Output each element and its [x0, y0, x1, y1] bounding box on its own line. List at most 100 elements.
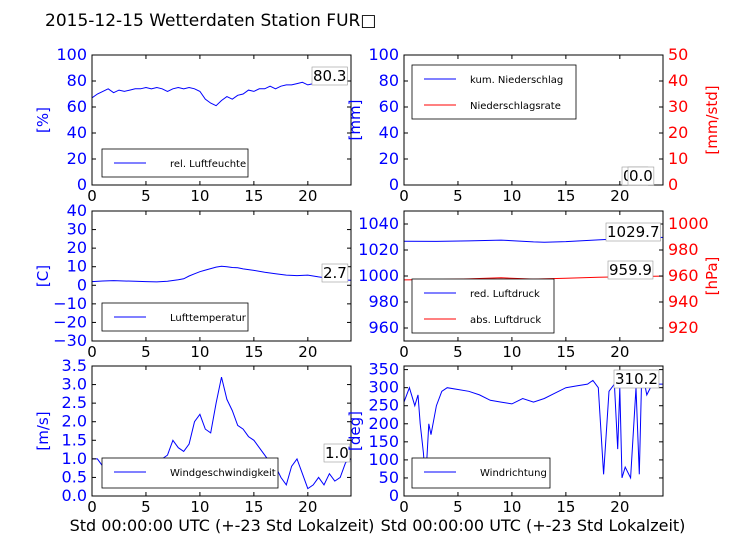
y-tick-label: 100 — [56, 45, 87, 64]
axes-frame — [91, 210, 352, 342]
value-annotation: 2.7 — [323, 264, 347, 282]
value-annotation: 0.0 — [629, 167, 653, 185]
y-tick-label: 1040 — [358, 214, 399, 233]
y-tick-label: 0 — [389, 175, 399, 194]
legend-label: Lufttemperatur — [170, 313, 247, 324]
annotation-box — [607, 260, 654, 280]
y-axis-label: [mm] — [346, 100, 364, 141]
panel-3: 0 5 10 15 20−30−20−10010203040[C]Lufttempera… — [34, 201, 352, 361]
x-tick-label: 0 — [87, 187, 97, 205]
y-tick-label: 60 — [379, 97, 399, 116]
y-tick-label: 3.5 — [62, 356, 87, 375]
x-tick-label: 10 — [502, 498, 521, 516]
panel-5: 0 5 10 15 200.00.51.01.52.02.53.03.5[m/s]Win… — [34, 356, 352, 516]
legend-label: abs. Luftdruck — [470, 315, 541, 326]
legend-box — [101, 457, 279, 489]
y-tick-label: 2.5 — [62, 393, 87, 412]
y-tick-label: 40 — [67, 123, 87, 142]
y-tick-label: 2.0 — [62, 412, 87, 431]
x-tick-label: 20 — [298, 343, 317, 361]
y-tick-label: 250 — [368, 396, 399, 415]
y-tick-label: 100 — [368, 450, 399, 469]
y-tick-label: 0 — [77, 275, 87, 294]
y-tick-label-right: 20 — [668, 123, 688, 142]
y-tick-label: −20 — [53, 312, 87, 331]
y-tick-label-right: 50 — [668, 45, 688, 64]
y-tick-label: 0 — [389, 486, 399, 505]
y-tick-label: 960 — [368, 318, 399, 337]
x-tick-label: 15 — [556, 343, 575, 361]
y-tick-label: 0.0 — [62, 486, 87, 505]
y-tick-label: 1020 — [358, 240, 399, 259]
panel-4: 0 5 10 15 20 960 980 1000 1020 1040 920 940 960 980 10… — [358, 210, 721, 361]
y-tick-label: 80 — [379, 71, 399, 90]
y-tick-label: 20 — [67, 238, 87, 257]
x-tick-label: 20 — [610, 187, 629, 205]
y-tick-label: 1.5 — [62, 430, 87, 449]
y-tick-label-right: 40 — [668, 71, 688, 90]
x-tick-label: 20 — [610, 498, 629, 516]
legend: Windgeschwindigkeit — [101, 457, 279, 489]
x-tick-label: 10 — [502, 343, 521, 361]
y-tick-label: 150 — [368, 432, 399, 451]
legend: kum. Niederschlag Niederschlagsrate — [411, 64, 577, 120]
y-axis-label: [%] — [34, 107, 52, 133]
y-tick-label-right: 920 — [668, 318, 699, 337]
y-tick-label: 3.0 — [62, 375, 87, 394]
x-tick-label: 0 — [399, 343, 409, 361]
y-axis-label-right: [hPa] — [703, 257, 721, 296]
legend: Lufttemperatur — [101, 302, 249, 332]
y-tick-label: 300 — [368, 378, 399, 397]
legend-label: Niederschlagsrate — [470, 101, 561, 112]
figure-title: 2015-12-15 Wetterdaten Station FUR□ — [45, 11, 376, 31]
y-tick-label: 50 — [379, 468, 399, 487]
axes-frame — [91, 54, 352, 186]
x-tick-label: 5 — [141, 498, 151, 516]
legend: rel. Luftfeuchte — [101, 148, 249, 178]
y-tick-label: 20 — [67, 149, 87, 168]
annotation-box — [613, 369, 660, 389]
value-annotation: 310.2 — [615, 370, 658, 388]
y-tick-label: 10 — [67, 257, 87, 276]
x-tick-label: 0 — [399, 498, 409, 516]
annotation-box — [627, 166, 655, 186]
x-tick-label: 0 — [399, 187, 409, 205]
y-tick-label: 980 — [368, 292, 399, 311]
panel-6: 0 5 10 15 20050100150200250300350[deg]Windri… — [346, 360, 664, 516]
y-tick-label-right: 0 — [668, 175, 678, 194]
x-tick-label: 0 — [87, 343, 97, 361]
y-tick-label: 80 — [67, 71, 87, 90]
y-tick-label-right: 960 — [668, 266, 699, 285]
x-tick-label: 15 — [244, 343, 263, 361]
y-axis-label: [C] — [34, 265, 52, 287]
x-tick-label: 10 — [190, 498, 209, 516]
y-tick-label: 0 — [77, 175, 87, 194]
legend-label: Windrichtung — [480, 468, 547, 479]
y-tick-label-right: 10 — [668, 149, 688, 168]
y-tick-label: 40 — [67, 201, 87, 220]
x-tick-label: 10 — [190, 343, 209, 361]
x-tick-label: 5 — [141, 187, 151, 205]
legend-box — [411, 64, 577, 120]
x-tick-label: 10 — [190, 187, 209, 205]
legend-box — [411, 457, 551, 489]
y-tick-label: 60 — [67, 97, 87, 116]
x-tick-label: 5 — [453, 498, 463, 516]
legend: Windrichtung — [411, 457, 551, 489]
y-tick-label-right: 980 — [668, 240, 699, 259]
annotation-box — [605, 222, 661, 242]
y-axis-label: [m/s] — [34, 411, 52, 450]
x-tick-label: 5 — [453, 187, 463, 205]
axes-frame — [403, 365, 664, 497]
axes-frame — [403, 54, 664, 186]
y-axis-label-right: [mm/std] — [703, 85, 721, 154]
x-tick-label: 20 — [298, 187, 317, 205]
x-tick-label: 5 — [453, 343, 463, 361]
y-tick-label: 30 — [67, 220, 87, 239]
y-tick-label-right: 940 — [668, 292, 699, 311]
y-tick-label: 200 — [368, 414, 399, 433]
x-tick-label: 5 — [141, 343, 151, 361]
y-tick-label-right: 30 — [668, 97, 688, 116]
